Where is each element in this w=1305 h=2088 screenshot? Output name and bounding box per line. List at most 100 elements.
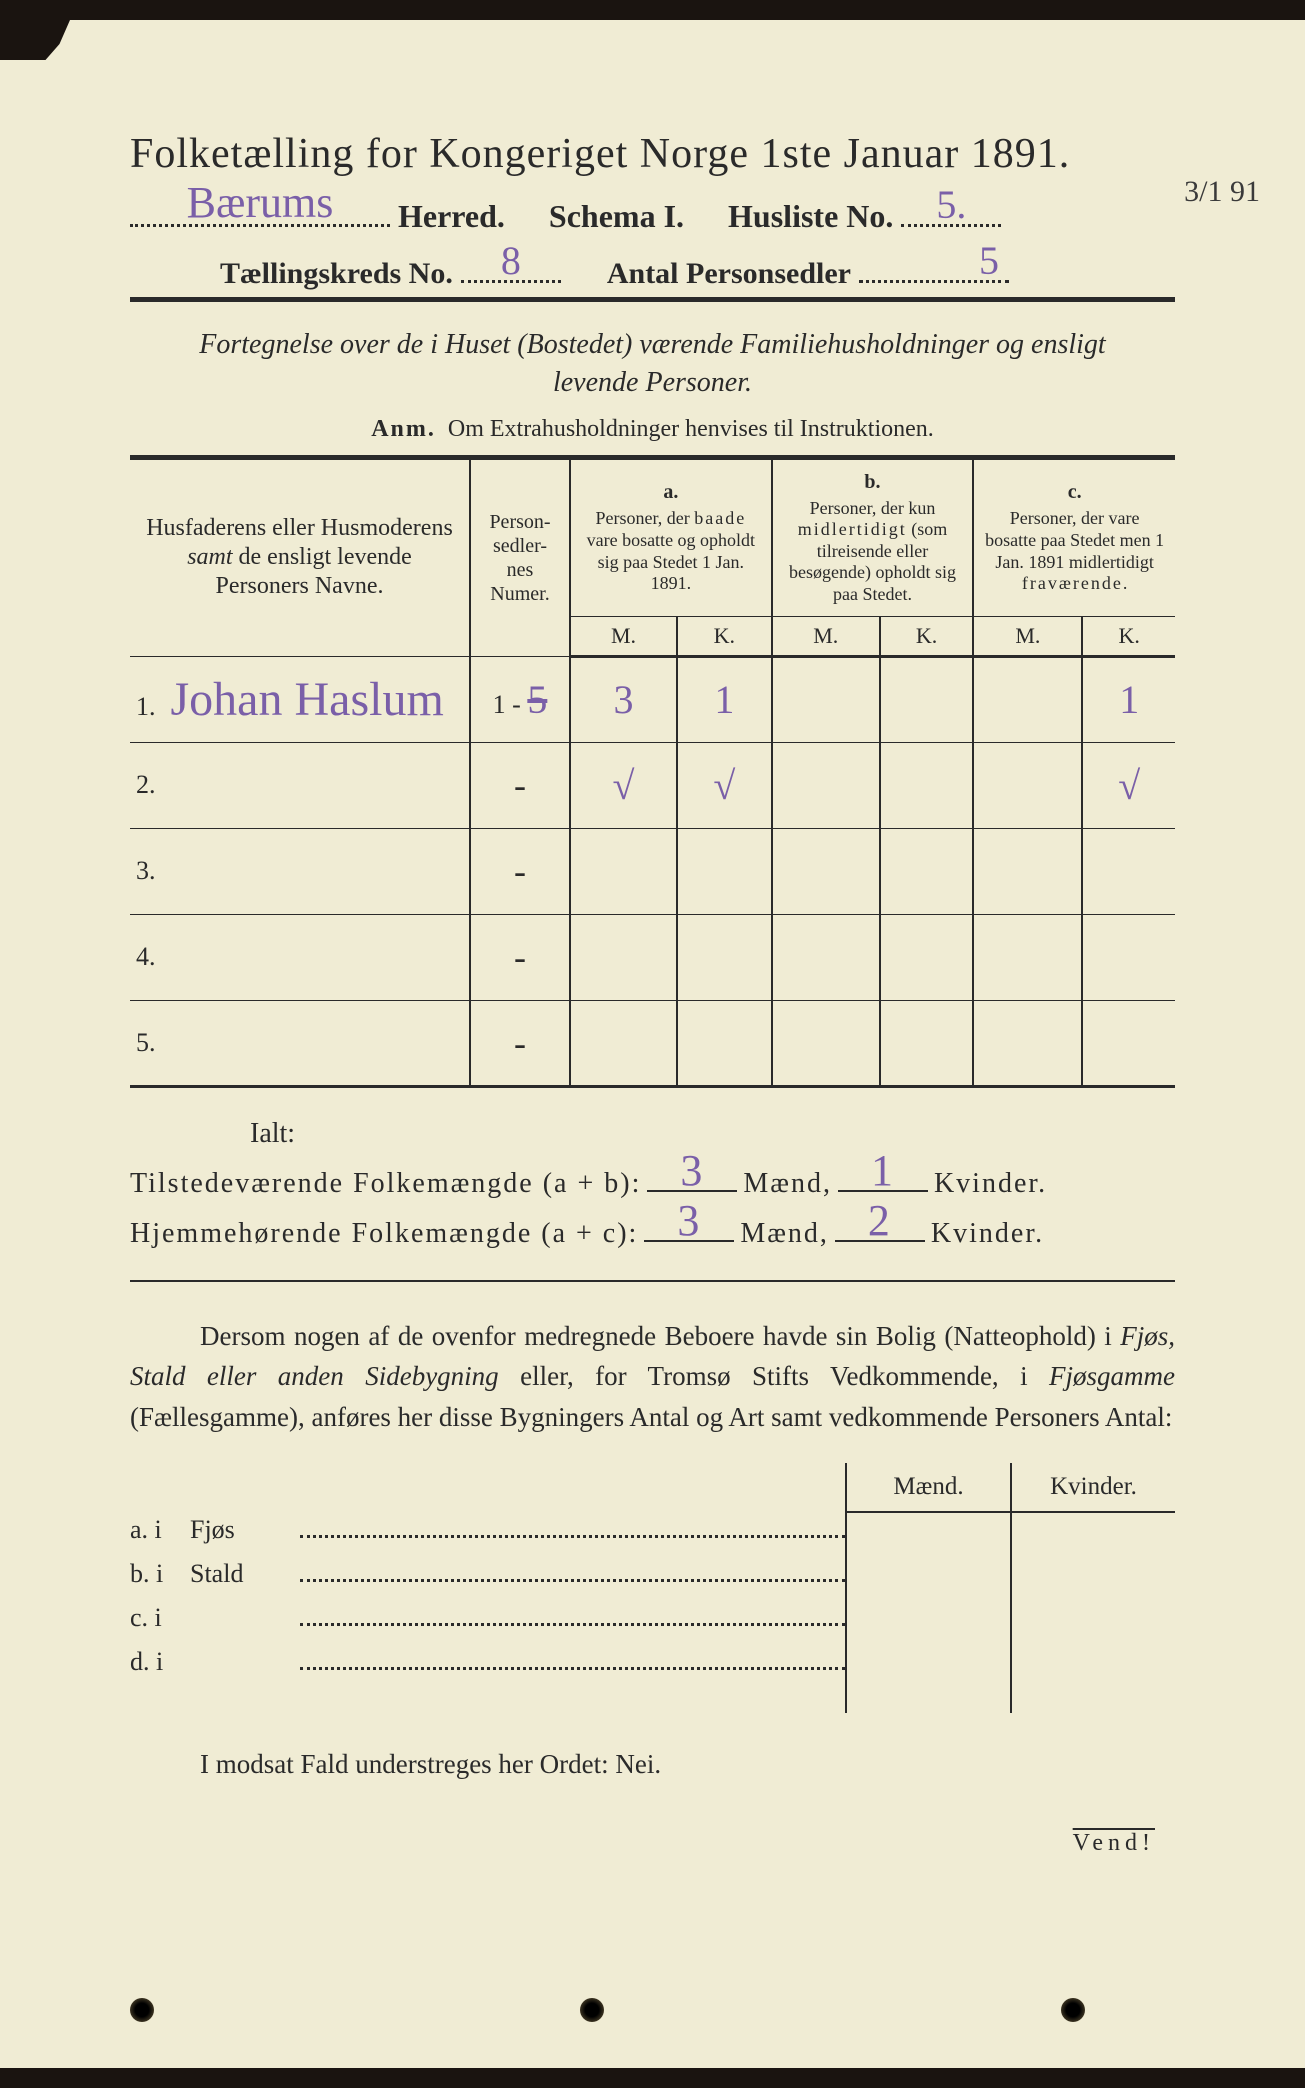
table-row: 3. - [130, 828, 1175, 914]
col-header-names: Husfaderens eller Husmoderens samt de en… [130, 457, 470, 656]
name-cell: 5. [130, 1000, 470, 1086]
b-k-cell [880, 914, 973, 1000]
a-m-cell: 3 [570, 656, 677, 742]
building-dots [300, 1535, 845, 1538]
num-cell: - [470, 914, 570, 1000]
c-k-cell: √ [1082, 742, 1175, 828]
b-m-cell [772, 656, 880, 742]
name-cell: 1. Johan Haslum [130, 656, 470, 742]
col-c-label: c. [982, 480, 1167, 504]
building-line: b. i Stald [130, 1559, 845, 1589]
col-b-k: K. [880, 616, 973, 656]
table-body: 1. Johan Haslum 1 - 5 3 1 1 2. - √ √ √ 3… [130, 656, 1175, 1086]
c-k-cell: 1 [1082, 656, 1175, 742]
paragraph-text: Dersom nogen af de ovenfor medregnede Be… [130, 1321, 1175, 1432]
col-a-text: Personer, der baade vare bosatte og opho… [587, 508, 755, 593]
nei-line: I modsat Fald understreges her Ordet: Ne… [200, 1749, 1175, 1780]
num-cell: 1 - 5 [470, 656, 570, 742]
total-resident-k: 2 [868, 1195, 892, 1246]
rule-1 [130, 297, 1175, 302]
building-line: a. i Fjøs [130, 1515, 845, 1545]
a-m-cell [570, 914, 677, 1000]
herred-value: Bærums [187, 177, 334, 228]
building-lab: b. i [130, 1559, 190, 1589]
building-dots [300, 1579, 845, 1582]
anm-text: Om Extrahusholdninger henvises til Instr… [448, 416, 934, 442]
c-k-cell [1082, 828, 1175, 914]
total-present: Tilstedeværende Folkemængde (a + b): 3 M… [130, 1168, 1175, 1200]
kvinder-label-2: Kvinder. [931, 1218, 1044, 1250]
ialt-label: Ialt: [250, 1118, 1175, 1150]
col-c-m: M. [973, 616, 1082, 656]
kreds-value: 8 [501, 237, 521, 284]
husliste-label: Husliste No. [728, 198, 893, 235]
col-header-a: a. Personer, der baade vare bosatte og o… [570, 457, 772, 616]
binding-hole [1061, 1998, 1085, 2022]
a-k-cell [677, 828, 772, 914]
total-present-k-field: 1 [838, 1190, 928, 1192]
col-a-k: K. [677, 616, 772, 656]
building-line: d. i [130, 1647, 845, 1677]
b-k-cell [880, 828, 973, 914]
num-cell: - [470, 742, 570, 828]
b-m-cell [772, 914, 880, 1000]
name-cell: 4. [130, 914, 470, 1000]
husliste-field: 5. [901, 224, 1001, 227]
col-b-label: b. [781, 470, 965, 494]
schema-label: Schema I. [549, 198, 684, 235]
total-resident-m: 3 [677, 1195, 701, 1246]
a-k-cell: 1 [677, 656, 772, 742]
col-header-b: b. Personer, der kun midlertidigt (som t… [772, 457, 974, 616]
husliste-value: 5. [936, 181, 966, 228]
anm-line: Anm. Om Extrahusholdninger henvises til … [130, 416, 1175, 443]
kreds-field: 8 [461, 280, 561, 283]
total-present-m-field: 3 [647, 1190, 737, 1192]
c-k-cell [1082, 1000, 1175, 1086]
building-dots [300, 1667, 845, 1670]
rule-2 [130, 1280, 1175, 1282]
table-row: 4. - [130, 914, 1175, 1000]
antal-field: 5 [859, 280, 1009, 283]
building-list: a. i Fjøs b. i Stald c. i d. i [130, 1463, 845, 1713]
name-cell: 3. [130, 828, 470, 914]
mk-box: Mænd. Kvinder. [845, 1463, 1175, 1713]
anm-label: Anm. [371, 416, 436, 442]
col-c-k: K. [1082, 616, 1175, 656]
antal-value: 5 [979, 237, 999, 284]
herred-field: Bærums [130, 224, 390, 227]
total-resident: Hjemmehørende Folkemængde (a + c): 3 Mæn… [130, 1218, 1175, 1250]
total-present-label: Tilstedeværende Folkemængde (a + b): [130, 1168, 641, 1200]
building-txt: Fjøs [190, 1515, 300, 1545]
census-form-page: 3/1 91 Folketælling for Kongeriget Norge… [0, 20, 1305, 2068]
a-k-cell [677, 1000, 772, 1086]
outbuilding-paragraph: Dersom nogen af de ovenfor medregnede Be… [130, 1316, 1175, 1438]
table-row: 2. - √ √ √ [130, 742, 1175, 828]
c-m-cell [973, 742, 1082, 828]
c-m-cell [973, 1000, 1082, 1086]
main-table: Husfaderens eller Husmoderens samt de en… [130, 455, 1175, 1088]
herred-label: Herred. [398, 198, 505, 235]
col-b-m: M. [772, 616, 880, 656]
building-lab: a. i [130, 1515, 190, 1545]
mk-k-col [1012, 1513, 1175, 1713]
table-row: 5. - [130, 1000, 1175, 1086]
vend-label: Vend! [130, 1830, 1175, 1857]
kreds-label: Tællingskreds No. [220, 257, 453, 291]
col-a-label: a. [579, 480, 763, 504]
total-resident-m-field: 3 [644, 1240, 734, 1242]
maend-label-1: Mænd, [743, 1168, 832, 1200]
c-m-cell [973, 656, 1082, 742]
kvinder-label-1: Kvinder. [934, 1168, 1047, 1200]
total-resident-label: Hjemmehørende Folkemængde (a + c): [130, 1218, 638, 1250]
c-m-cell [973, 914, 1082, 1000]
b-m-cell [772, 828, 880, 914]
num-cell: - [470, 1000, 570, 1086]
total-resident-k-field: 2 [835, 1240, 925, 1242]
b-k-cell [880, 656, 973, 742]
col-a-m: M. [570, 616, 677, 656]
a-m-cell: √ [570, 742, 677, 828]
num-cell: - [470, 828, 570, 914]
header-line-2: Bærums Herred. Schema I. Husliste No. 5. [130, 198, 1175, 235]
b-k-cell [880, 1000, 973, 1086]
mk-m-col [847, 1513, 1012, 1713]
